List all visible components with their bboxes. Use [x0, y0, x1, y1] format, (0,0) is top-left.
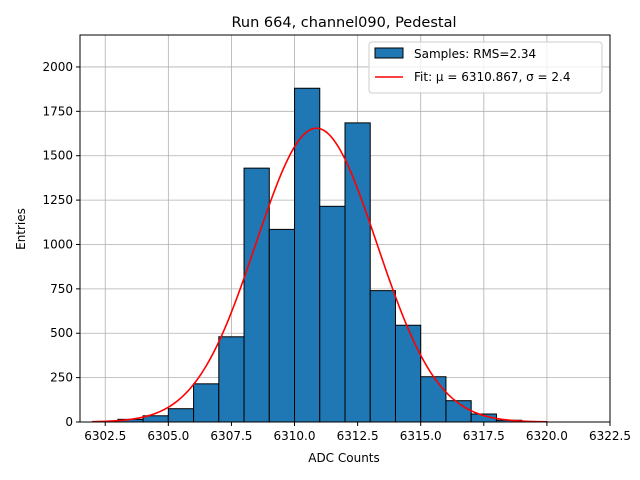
x-tick-label: 6315.0: [400, 429, 442, 443]
legend-label-samples: Samples: RMS=2.34: [414, 47, 536, 61]
axes-frame: [79, 34, 611, 423]
y-tick-label: 1250: [42, 193, 73, 207]
chart-title: Run 664, channel090, Pedestal: [231, 15, 456, 31]
histogram-bar: [319, 205, 346, 423]
y-tick-label: 0: [65, 415, 73, 429]
histogram-bar: [243, 167, 270, 423]
legend-box: [368, 41, 603, 94]
x-tick-label: 6307.5: [210, 429, 252, 443]
x-tick-label: 6322.5: [589, 429, 631, 443]
histogram-bar: [394, 324, 422, 423]
histogram-bar: [420, 376, 447, 423]
y-axis-label: Entries: [14, 208, 28, 250]
histogram-bar: [167, 408, 195, 423]
histogram-bar: [369, 290, 396, 423]
x-tick-label: 6317.5: [463, 429, 505, 443]
x-tick-label: 6302.5: [84, 429, 126, 443]
y-tick-label: 1000: [42, 237, 73, 251]
legend-label-fit: Fit: μ = 6310.867, σ = 2.4: [414, 70, 571, 84]
x-tick-label: 6305.0: [147, 429, 189, 443]
y-tick-label: 250: [50, 371, 73, 385]
histogram-bar: [218, 336, 245, 423]
y-axis-ticks: 0 250 500 750 1000 1250 1500 1750 2000: [42, 60, 80, 429]
y-tick-label: 2000: [42, 60, 73, 74]
histogram-bars: [92, 87, 548, 423]
fit-curve-group: [92, 127, 547, 423]
y-tick-label: 750: [50, 282, 73, 296]
histogram-bar: [344, 122, 371, 423]
x-tick-label: 6312.5: [337, 429, 379, 443]
histogram-bar: [294, 87, 321, 423]
y-tick-label: 500: [50, 326, 73, 340]
histogram-bar: [268, 228, 296, 423]
histogram-bar: [193, 383, 220, 423]
x-axis-label: ADC Counts: [308, 451, 380, 465]
x-tick-label: 6320.0: [526, 429, 568, 443]
fit-curve: [92, 127, 547, 423]
y-tick-label: 1500: [42, 149, 73, 163]
x-tick-label: 6310.0: [274, 429, 316, 443]
y-tick-label: 1750: [42, 104, 73, 118]
x-axis-ticks: 6302.5 6305.0 6307.5 6310.0 6312.5 6315.0 6317…: [84, 422, 631, 443]
legend: Samples: RMS=2.34 Fit: μ = 6310.867, σ =…: [368, 41, 603, 94]
legend-patch-samples: [374, 47, 404, 59]
